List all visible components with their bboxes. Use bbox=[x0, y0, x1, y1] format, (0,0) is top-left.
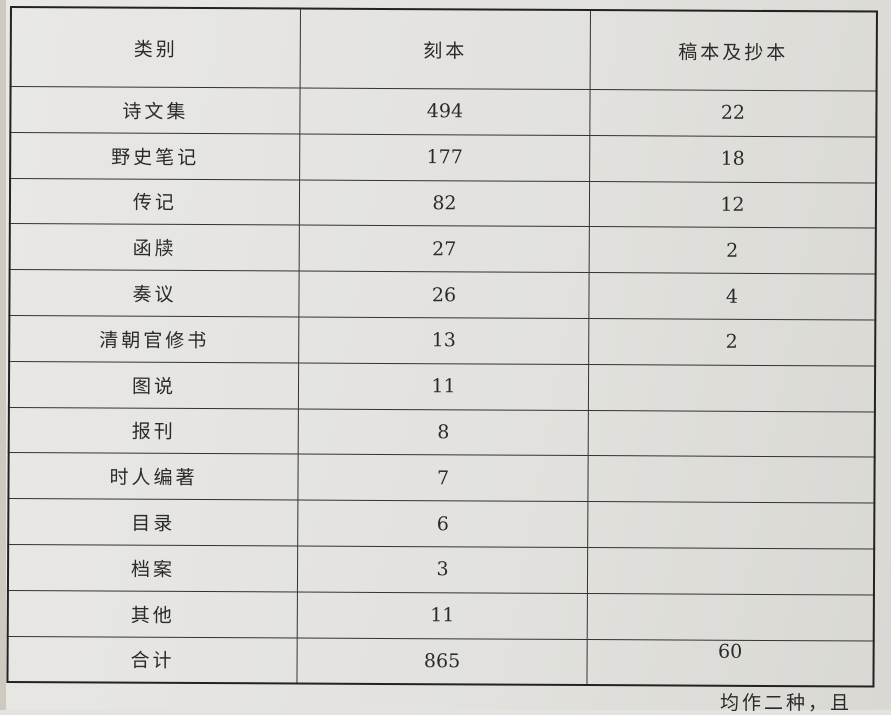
cell-category: 目录 bbox=[8, 498, 298, 546]
cell-printed: 13 bbox=[298, 317, 589, 365]
table-row: 诗文集 494 22 bbox=[10, 86, 877, 137]
cell-manuscript: 60 bbox=[586, 639, 874, 687]
table-row: 目录 6 bbox=[8, 498, 875, 550]
footer-text: 均作二种，且 bbox=[720, 692, 853, 714]
cell-category: 清朝官修书 bbox=[9, 315, 299, 363]
table-row: 函牍 27 2 bbox=[9, 223, 876, 275]
cell-printed: 7 bbox=[297, 454, 589, 502]
table-row: 合计 865 60 bbox=[7, 636, 874, 687]
cell-manuscript bbox=[587, 455, 875, 504]
cell-printed: 8 bbox=[298, 408, 589, 456]
cell-printed: 865 bbox=[296, 637, 588, 686]
table-row: 其他 11 bbox=[7, 590, 874, 641]
table-row: 野史笔记 177 18 bbox=[10, 132, 877, 183]
cell-manuscript bbox=[587, 593, 874, 641]
table-row: 档案 3 bbox=[7, 544, 875, 595]
statistics-table: 类别 刻本 稿本及抄本 诗文集 494 22 野史笔记 177 18 传记 82 12 函牍 27 2… bbox=[6, 6, 878, 688]
cell-printed: 177 bbox=[299, 133, 590, 182]
cell-printed: 11 bbox=[298, 362, 589, 411]
cell-printed: 26 bbox=[298, 271, 590, 319]
cell-category: 诗文集 bbox=[10, 86, 301, 134]
cell-category: 函牍 bbox=[9, 223, 300, 272]
table-row: 时人编著 7 bbox=[8, 452, 875, 504]
cell-printed: 6 bbox=[297, 500, 588, 548]
cell-manuscript bbox=[587, 501, 875, 550]
cell-category: 报刊 bbox=[8, 407, 299, 455]
table-row: 清朝官修书 13 2 bbox=[9, 315, 876, 366]
cell-category: 档案 bbox=[7, 544, 298, 592]
table-row: 报刊 8 bbox=[8, 407, 875, 458]
cell-category: 时人编著 bbox=[8, 452, 299, 501]
cell-category: 传记 bbox=[9, 178, 300, 226]
cell-manuscript bbox=[588, 364, 876, 412]
header-manuscript: 稿本及抄本 bbox=[590, 10, 877, 92]
cell-manuscript bbox=[587, 547, 875, 595]
cell-manuscript: 4 bbox=[588, 272, 876, 321]
cell-category: 其他 bbox=[7, 590, 298, 638]
cell-category: 奏议 bbox=[9, 269, 300, 318]
cell-printed: 494 bbox=[299, 88, 591, 136]
cell-category: 合计 bbox=[7, 636, 298, 684]
cell-printed: 11 bbox=[297, 591, 588, 640]
cell-manuscript: 12 bbox=[589, 181, 877, 229]
cell-manuscript: 2 bbox=[588, 318, 876, 366]
cell-printed: 82 bbox=[299, 179, 590, 227]
table-row: 奏议 26 4 bbox=[9, 269, 876, 321]
table-row: 图说 11 bbox=[8, 361, 876, 412]
cell-printed: 3 bbox=[297, 545, 588, 594]
cell-category: 图说 bbox=[8, 361, 299, 409]
cell-printed: 27 bbox=[299, 225, 590, 273]
cell-manuscript: 22 bbox=[589, 89, 877, 137]
header-category: 类别 bbox=[10, 7, 301, 89]
cell-manuscript bbox=[588, 410, 875, 458]
cell-manuscript: 2 bbox=[589, 226, 876, 275]
cell-category: 野史笔记 bbox=[10, 132, 300, 180]
table-header-row: 类别 刻本 稿本及抄本 bbox=[10, 7, 877, 92]
cell-manuscript: 18 bbox=[589, 135, 877, 183]
header-printed: 刻本 bbox=[300, 8, 591, 90]
page-edge bbox=[0, 0, 6, 710]
table-row: 传记 82 12 bbox=[9, 178, 877, 229]
